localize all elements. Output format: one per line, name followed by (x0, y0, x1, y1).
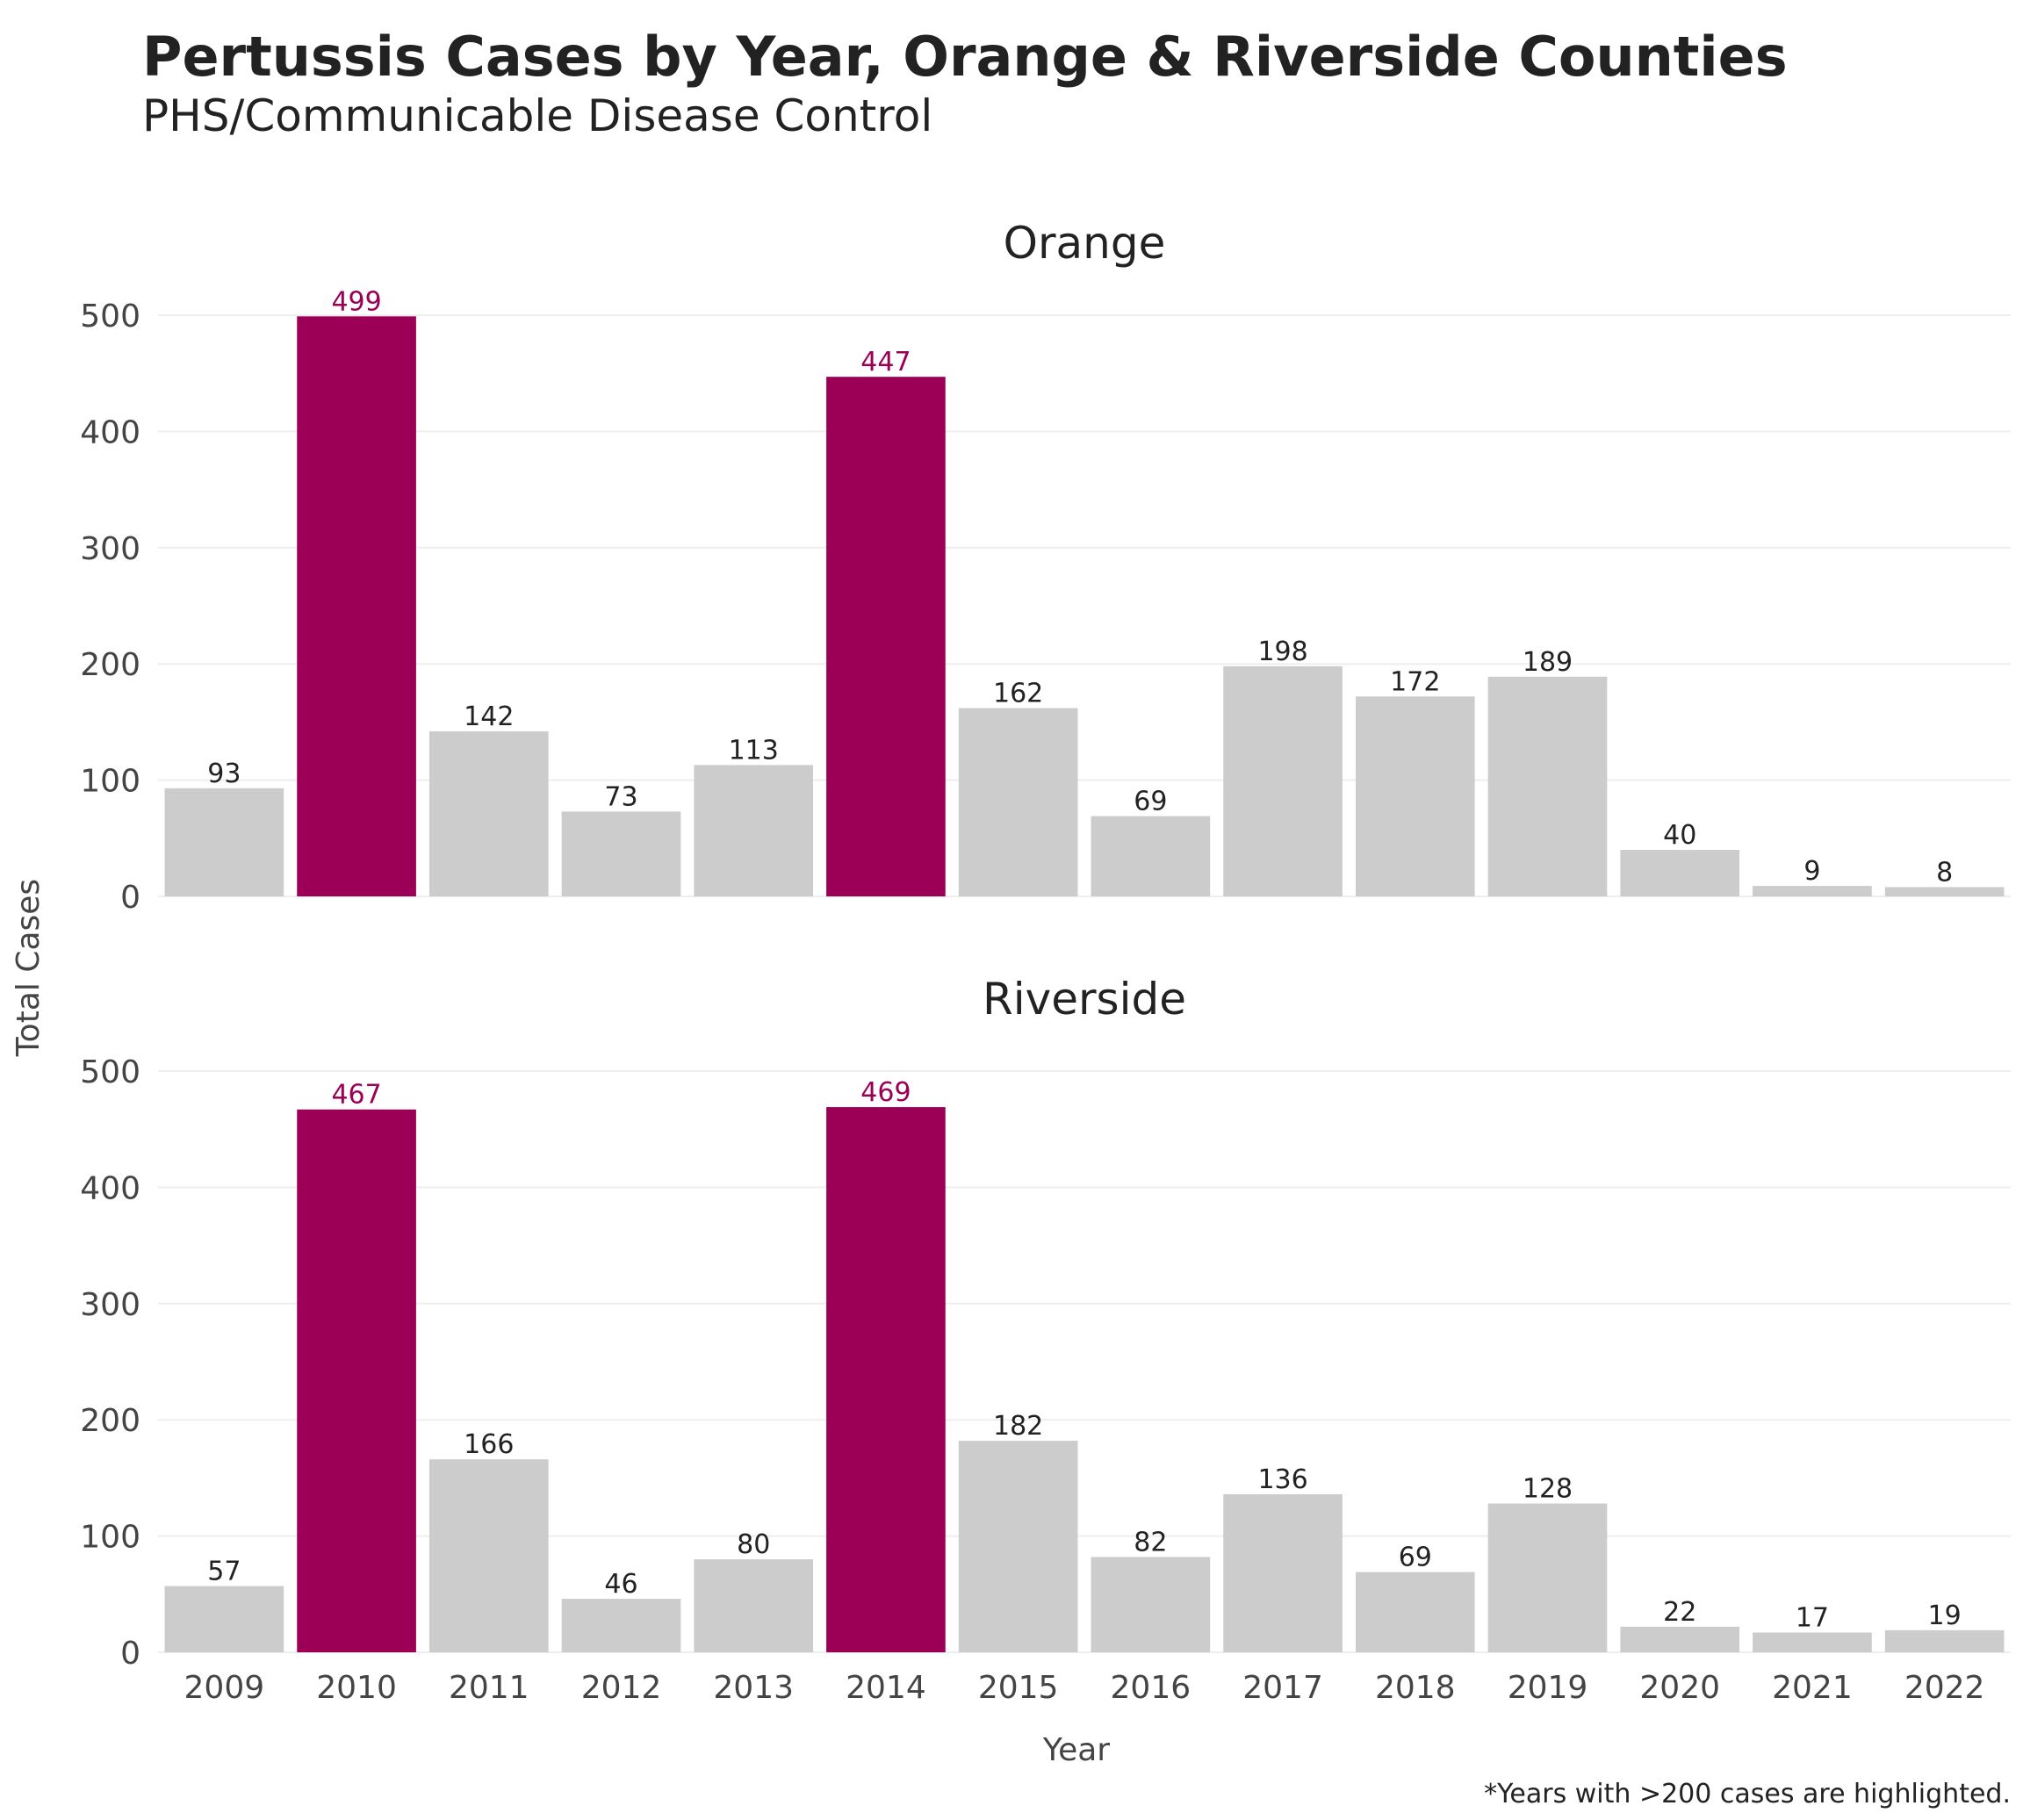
y-tick-label: 400 (80, 1170, 140, 1206)
facet-title-orange: Orange (1004, 218, 1166, 269)
bar-orange-2013 (694, 765, 814, 896)
y-tick-label: 300 (80, 531, 140, 567)
y-tick-label: 0 (120, 1636, 140, 1672)
data-label: 9 (1803, 856, 1820, 887)
y-tick-label: 0 (120, 880, 140, 916)
data-label: 469 (860, 1077, 911, 1108)
bar-riverside-2016 (1091, 1557, 1211, 1652)
y-axis-label: Total Cases (11, 879, 47, 1057)
y-tick-label: 500 (80, 1054, 140, 1090)
y-tick-label: 200 (80, 1403, 140, 1439)
x-tick-label: 2019 (1508, 1670, 1588, 1706)
x-tick-label: 2014 (846, 1670, 926, 1706)
x-tick-label: 2016 (1111, 1670, 1191, 1706)
data-label: 136 (1257, 1464, 1307, 1495)
x-tick-label: 2022 (1904, 1670, 1985, 1706)
bar-orange-2016 (1091, 816, 1211, 896)
y-tick-label: 400 (80, 414, 140, 450)
data-label: 46 (604, 1569, 637, 1600)
y-tick-label: 100 (80, 1520, 140, 1556)
data-label: 69 (1134, 787, 1167, 817)
x-tick-label: 2020 (1639, 1670, 1720, 1706)
chart-subtitle: PHS/Communicable Disease Control (142, 90, 933, 141)
bar-orange-2020 (1620, 850, 1740, 896)
bar-riverside-2018 (1355, 1572, 1475, 1652)
bar-orange-2021 (1753, 886, 1872, 896)
data-label: 80 (737, 1529, 770, 1560)
data-label: 198 (1257, 637, 1307, 667)
data-label: 73 (604, 781, 637, 812)
bar-riverside-2011 (428, 1459, 549, 1652)
facet-title-riverside: Riverside (983, 974, 1186, 1025)
bar-orange-2018 (1355, 696, 1475, 896)
data-label: 162 (993, 679, 1043, 709)
data-label: 82 (1134, 1527, 1167, 1557)
bar-orange-2014 (826, 377, 946, 896)
chart-caption: *Years with >200 cases are highlighted. (1484, 1779, 2011, 1809)
bar-orange-2019 (1487, 676, 1608, 896)
x-tick-label: 2011 (449, 1670, 529, 1706)
bar-orange-2017 (1223, 665, 1343, 896)
x-tick-label: 2012 (581, 1670, 662, 1706)
data-label: 93 (207, 759, 241, 789)
bar-riverside-2015 (958, 1441, 1078, 1652)
data-label: 467 (331, 1080, 381, 1111)
bar-riverside-2012 (561, 1599, 681, 1652)
bar-orange-2022 (1884, 887, 2005, 896)
data-label: 172 (1390, 666, 1440, 697)
x-tick-label: 2013 (713, 1670, 794, 1706)
data-label: 447 (860, 347, 911, 378)
bar-riverside-2013 (694, 1559, 814, 1652)
data-label: 142 (464, 701, 514, 732)
bar-riverside-2010 (297, 1109, 416, 1652)
bar-orange-2015 (958, 708, 1078, 896)
data-label: 69 (1399, 1543, 1432, 1573)
data-label: 113 (729, 735, 779, 766)
x-tick-label: 2021 (1772, 1670, 1853, 1706)
data-label: 499 (331, 286, 381, 317)
data-label: 189 (1523, 647, 1573, 678)
bar-orange-2009 (164, 788, 284, 896)
data-label: 19 (1928, 1601, 1962, 1631)
bar-riverside-2009 (164, 1586, 284, 1652)
x-axis-label: Year (1042, 1732, 1110, 1768)
data-label: 22 (1663, 1597, 1696, 1628)
bar-riverside-2019 (1487, 1503, 1608, 1652)
x-tick-label: 2018 (1375, 1670, 1456, 1706)
data-label: 128 (1523, 1474, 1573, 1505)
bar-riverside-2020 (1620, 1626, 1740, 1652)
data-label: 166 (464, 1429, 514, 1460)
bar-riverside-2017 (1223, 1493, 1343, 1652)
data-label: 182 (993, 1411, 1043, 1442)
x-tick-label: 2009 (184, 1670, 265, 1706)
data-label: 57 (207, 1557, 241, 1587)
chart-title: Pertussis Cases by Year, Orange & Rivers… (142, 25, 1788, 89)
bar-riverside-2021 (1753, 1632, 1872, 1652)
bar-riverside-2014 (826, 1107, 946, 1652)
x-tick-label: 2010 (316, 1670, 397, 1706)
y-tick-label: 100 (80, 764, 140, 800)
bar-orange-2010 (297, 316, 416, 897)
bar-riverside-2022 (1884, 1629, 2005, 1652)
data-label: 40 (1663, 820, 1696, 851)
x-tick-label: 2015 (978, 1670, 1059, 1706)
bar-orange-2012 (561, 811, 681, 896)
bar-orange-2011 (428, 730, 549, 896)
x-tick-label: 2017 (1242, 1670, 1323, 1706)
data-label: 17 (1796, 1602, 1829, 1633)
y-tick-label: 200 (80, 647, 140, 683)
y-tick-label: 500 (80, 299, 140, 335)
y-tick-label: 300 (80, 1287, 140, 1323)
data-label: 8 (1936, 857, 1953, 888)
